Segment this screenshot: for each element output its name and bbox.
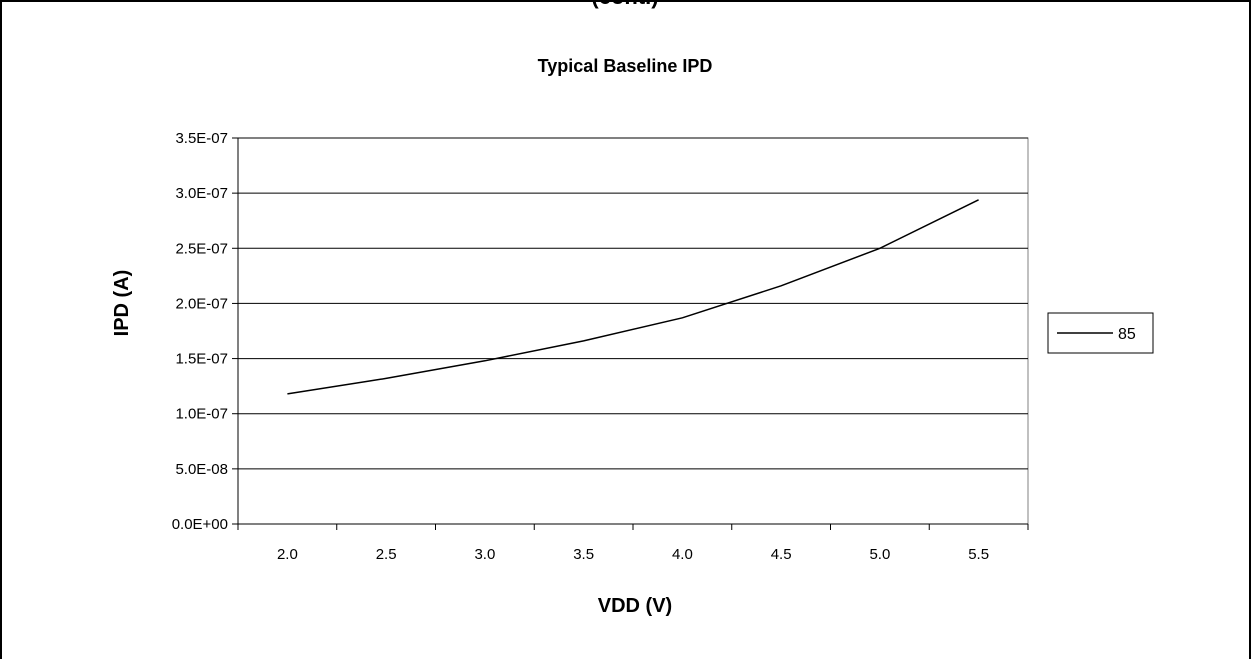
- x-tick-label: 2.0: [277, 546, 298, 563]
- x-tick-label: 3.0: [474, 546, 495, 563]
- y-tick-label: 5.0E-08: [175, 461, 228, 478]
- plot-border: [237, 137, 1029, 525]
- chart-title: Typical Baseline IPD: [538, 56, 713, 76]
- y-tick-label: 0.0E+00: [172, 516, 228, 533]
- x-tick-label: 3.5: [573, 546, 594, 563]
- y-tick-label: 3.0E-07: [175, 185, 228, 202]
- clipped-header-text: (cont.): [591, 0, 658, 9]
- y-tick-label: 1.0E-07: [175, 406, 228, 423]
- x-tick-label: 5.0: [869, 546, 890, 563]
- y-tick-label: 1.5E-07: [175, 351, 228, 368]
- y-tick-label: 3.5E-07: [175, 130, 228, 147]
- x-tick-label: 2.5: [376, 546, 397, 563]
- plot-area: 0.0E+00 5.0E-08 1.0E-07 1.5E-07 2.0E-07 2.5E-…: [172, 130, 1029, 563]
- y-tick-label: 2.0E-07: [175, 295, 228, 312]
- x-tick-label: 5.5: [968, 546, 989, 563]
- legend: 85: [1047, 312, 1154, 354]
- y-axis-label: IPD (A): [111, 270, 133, 337]
- x-axis-label: VDD (V): [598, 595, 672, 617]
- y-tick-label: 2.5E-07: [175, 240, 228, 257]
- x-tick-label: 4.5: [771, 546, 792, 563]
- series-line: [287, 199, 979, 395]
- x-tick-label: 4.0: [672, 546, 693, 563]
- legend-label: 85: [1118, 326, 1136, 343]
